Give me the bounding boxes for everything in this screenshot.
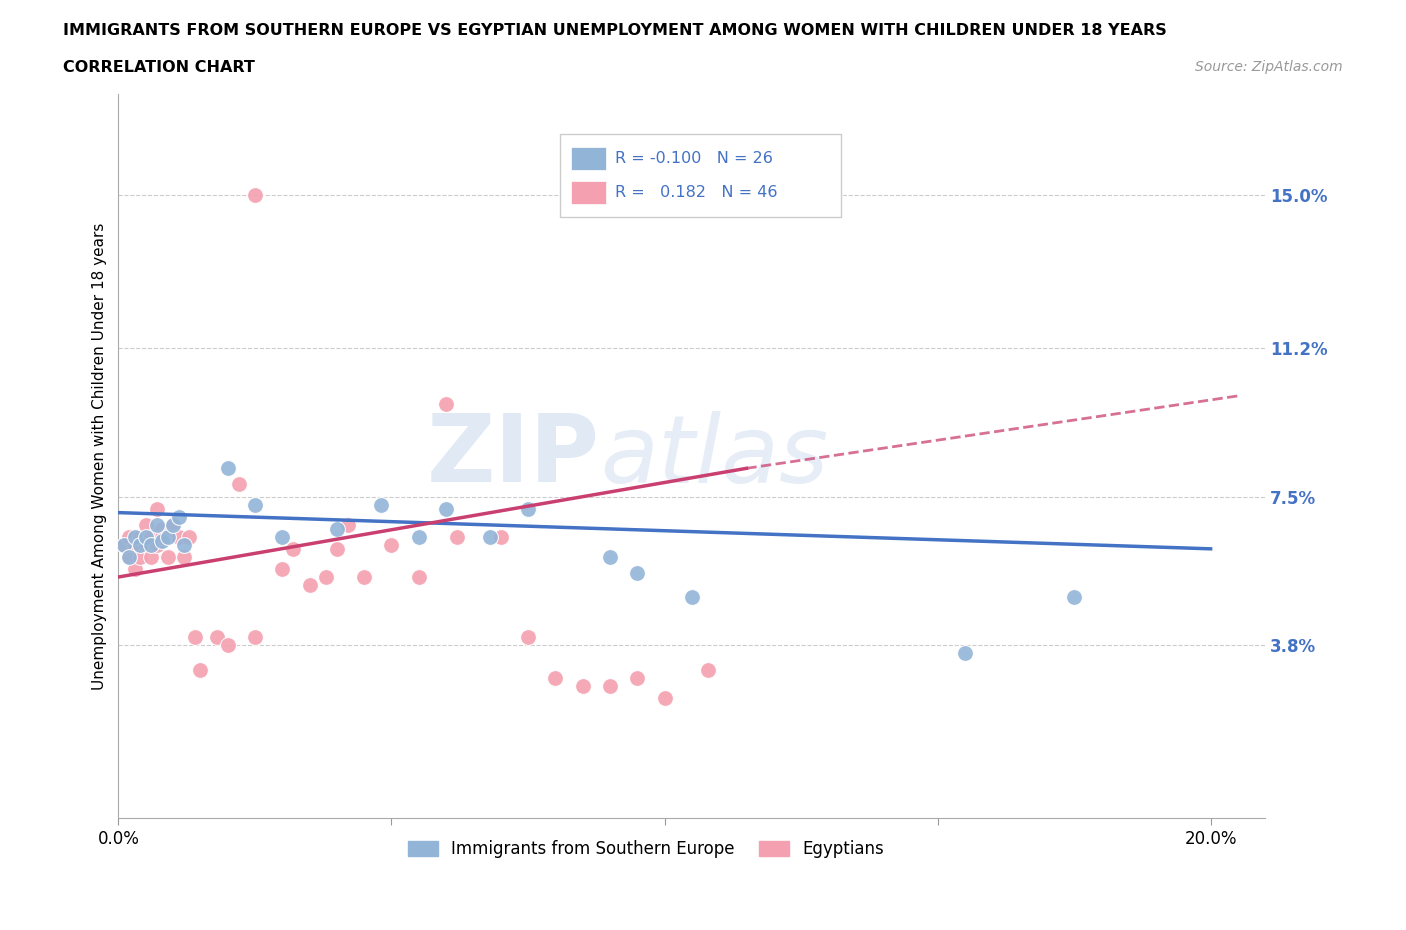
Text: CORRELATION CHART: CORRELATION CHART	[63, 60, 254, 75]
Point	[408, 569, 430, 584]
Point	[179, 529, 201, 544]
Point	[124, 562, 146, 577]
Point	[489, 529, 512, 544]
Point	[434, 396, 457, 411]
Point	[326, 522, 349, 537]
Point	[124, 538, 146, 552]
Text: R =   0.182   N = 46: R = 0.182 N = 46	[614, 185, 778, 200]
Point	[141, 529, 163, 544]
Point	[129, 529, 152, 544]
Y-axis label: Unemployment Among Women with Children Under 18 years: Unemployment Among Women with Children U…	[93, 222, 107, 690]
Point	[517, 501, 540, 516]
Point	[283, 541, 305, 556]
Point	[599, 678, 621, 693]
Text: R = -0.100   N = 26: R = -0.100 N = 26	[614, 151, 773, 166]
Point	[336, 517, 359, 532]
Point	[184, 630, 207, 644]
Point	[150, 529, 173, 544]
Point	[599, 550, 621, 565]
Point	[271, 562, 294, 577]
Point	[434, 501, 457, 516]
Point	[626, 671, 648, 685]
FancyBboxPatch shape	[571, 181, 606, 205]
Point	[626, 565, 648, 580]
Legend: Immigrants from Southern Europe, Egyptians: Immigrants from Southern Europe, Egyptia…	[401, 833, 891, 865]
FancyBboxPatch shape	[571, 147, 606, 170]
Point	[167, 529, 190, 544]
Point	[478, 529, 501, 544]
Point	[205, 630, 228, 644]
Point	[145, 538, 167, 552]
Point	[118, 550, 141, 565]
Point	[271, 529, 294, 544]
Point	[145, 501, 167, 516]
Point	[173, 538, 195, 552]
Point	[162, 517, 184, 532]
Point	[145, 517, 167, 532]
Point	[228, 477, 250, 492]
Point	[167, 510, 190, 525]
Point	[129, 538, 152, 552]
Point	[141, 538, 163, 552]
Point	[156, 529, 179, 544]
Point	[135, 529, 157, 544]
Point	[370, 498, 392, 512]
Point	[129, 550, 152, 565]
Point	[150, 522, 173, 537]
Point	[326, 541, 349, 556]
FancyBboxPatch shape	[560, 134, 841, 218]
Point	[544, 671, 567, 685]
Point	[654, 690, 676, 705]
Point	[173, 550, 195, 565]
Point	[112, 538, 135, 552]
Point	[380, 538, 402, 552]
Point	[135, 538, 157, 552]
Point	[681, 590, 703, 604]
Point	[243, 630, 266, 644]
Point	[1063, 590, 1085, 604]
Point	[446, 529, 468, 544]
Point	[571, 678, 593, 693]
Point	[141, 550, 163, 565]
Point	[315, 569, 337, 584]
Point	[150, 533, 173, 548]
Point	[162, 517, 184, 532]
Point	[190, 662, 212, 677]
Point	[298, 578, 321, 592]
Point	[217, 638, 239, 653]
Point	[124, 529, 146, 544]
Point	[118, 529, 141, 544]
Point	[243, 187, 266, 202]
Point	[118, 550, 141, 565]
Point	[135, 517, 157, 532]
Point	[953, 646, 976, 661]
Text: IMMIGRANTS FROM SOUTHERN EUROPE VS EGYPTIAN UNEMPLOYMENT AMONG WOMEN WITH CHILDR: IMMIGRANTS FROM SOUTHERN EUROPE VS EGYPT…	[63, 23, 1167, 38]
Point	[217, 461, 239, 476]
Text: Source: ZipAtlas.com: Source: ZipAtlas.com	[1195, 60, 1343, 74]
Point	[112, 538, 135, 552]
Point	[156, 550, 179, 565]
Point	[408, 529, 430, 544]
Point	[517, 630, 540, 644]
Text: atlas: atlas	[600, 411, 828, 502]
Text: ZIP: ZIP	[427, 410, 600, 502]
Point	[697, 662, 720, 677]
Point	[243, 498, 266, 512]
Point	[353, 569, 375, 584]
